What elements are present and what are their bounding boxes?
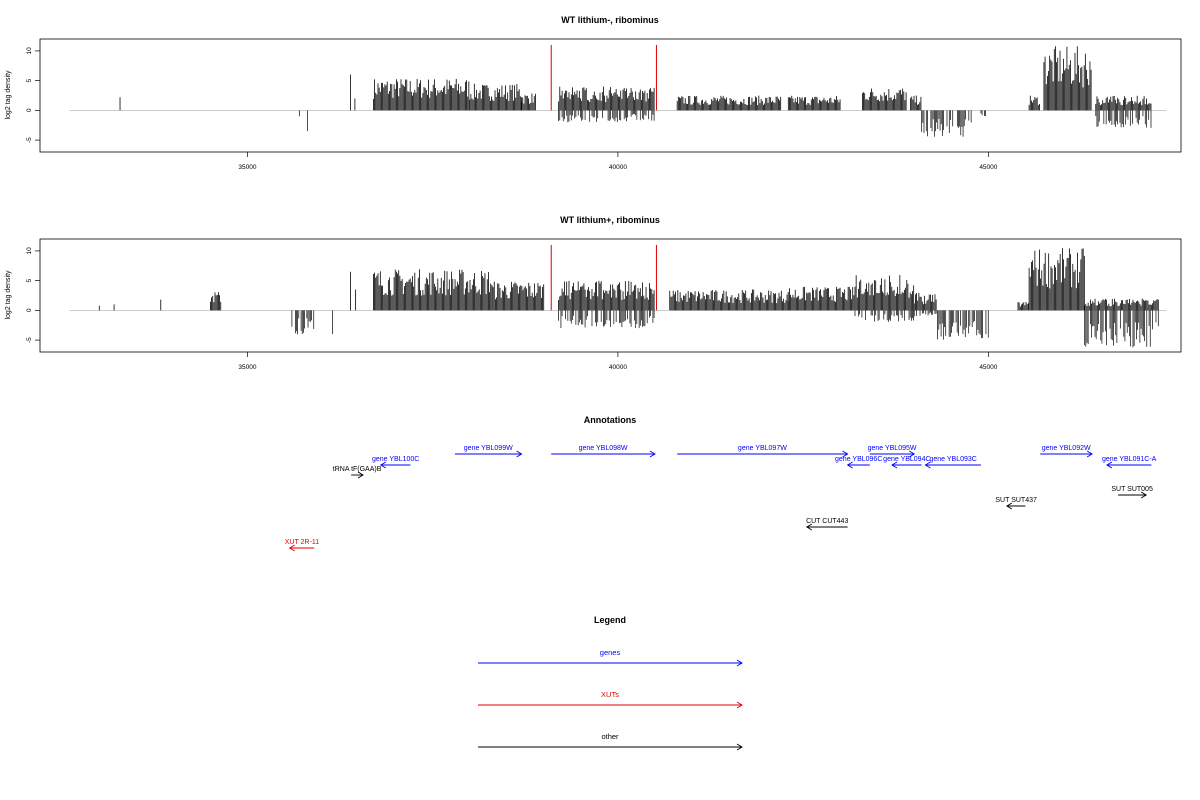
legend-label: other (601, 732, 619, 741)
strand-arrow-icon (1006, 502, 1013, 510)
x-axis: 35000 40000 45000 (238, 352, 998, 371)
y-tick-label: 10 (26, 47, 33, 55)
legend-item: genes (478, 648, 743, 667)
x-tick-label: 35000 (238, 364, 256, 371)
feature-label: XUT 2R-11 (285, 539, 319, 546)
plot-frame (39, 38, 1182, 153)
annotation-feature: gene YBL098W (551, 445, 656, 458)
feature-label: CUT CUT443 (806, 518, 848, 525)
y-tick-label: -5 (26, 337, 33, 343)
y-tick-label: 0 (26, 308, 33, 312)
signal-panel-lithium-plus: WT lithium+, ribominus log2 tag density … (5, 215, 1182, 371)
legend-arrow-icon (736, 659, 743, 667)
feature-label: gene YBL096C (835, 456, 882, 463)
feature-label: gene YBL097W (738, 445, 787, 452)
x-tick-label: 45000 (979, 164, 997, 171)
feature-label: gene YBL091C-A (1102, 456, 1157, 463)
strand-arrow-icon (842, 450, 849, 458)
strand-arrow-icon (288, 544, 295, 552)
strand-arrow-icon (846, 461, 853, 469)
strand-arrow-icon (1086, 450, 1093, 458)
y-axis-label: log2 tag density (5, 70, 12, 120)
x-axis: 35000 40000 45000 (238, 152, 998, 171)
legend: Legend genes XUTs other (478, 615, 743, 751)
legend-label: XUTs (601, 690, 619, 699)
x-tick-label: 40000 (609, 164, 627, 171)
annotation-feature: gene YBL093C (924, 456, 981, 469)
strand-arrow-icon (924, 461, 931, 469)
annotation-track: Annotations gene YBL099W gene YBL098W gene… (285, 415, 1157, 552)
x-tick-label: 45000 (979, 364, 997, 371)
legend-label: genes (600, 648, 621, 657)
signal-bars (69, 244, 1167, 348)
y-tick-label: 5 (26, 78, 33, 82)
feature-label: gene YBL094C (883, 456, 930, 463)
annotation-feature: gene YBL095W (868, 445, 917, 458)
legend-title: Legend (594, 615, 626, 625)
feature-label: gene YBL095W (868, 445, 917, 452)
strand-arrow-icon (649, 450, 656, 458)
annotation-feature: gene YBL092W (1040, 445, 1093, 458)
feature-label: tRNA tF(GAA)B (333, 466, 382, 473)
strand-arrow-icon (357, 471, 364, 479)
signal-bars (69, 44, 1167, 137)
y-tick-label: 10 (26, 247, 33, 255)
feature-label: gene YBL099W (464, 445, 513, 452)
annotation-feature: SUT SUT437 (995, 497, 1037, 510)
annotation-feature: gene YBL094C (883, 456, 931, 469)
feature-label: gene YBL093C (929, 456, 976, 463)
annotation-feature: tRNA tF(GAA)B (333, 466, 382, 479)
panel-title: WT lithium-, ribominus (561, 15, 659, 25)
annotation-feature: gene YBL091C-A (1102, 456, 1157, 469)
signal-panel-lithium-minus: WT lithium-, ribominus log2 tag density … (5, 15, 1182, 171)
y-tick-label: 5 (26, 278, 33, 282)
strand-arrow-icon (1140, 491, 1148, 499)
y-axis-label: log2 tag density (5, 270, 12, 320)
strand-arrow-icon (909, 450, 916, 458)
annotation-feature: gene YBL097W (677, 445, 849, 458)
annotation-features: gene YBL099W gene YBL098W gene YBL097W gene… (285, 445, 1157, 552)
legend-item: XUTs (478, 690, 743, 709)
strand-arrow-icon (805, 523, 813, 531)
legend-items: genes XUTs other (478, 648, 743, 751)
annotation-feature: CUT CUT443 (805, 518, 848, 531)
x-tick-label: 35000 (238, 164, 256, 171)
strand-arrow-icon (379, 461, 387, 469)
legend-arrow-icon (736, 701, 743, 709)
y-tick-label: 0 (26, 108, 33, 112)
x-tick-label: 40000 (609, 364, 627, 371)
annotation-feature: SUT SUT005 (1111, 486, 1153, 499)
feature-label: gene YBL098W (579, 445, 628, 452)
feature-label: gene YBL092W (1042, 445, 1091, 452)
annotations-title: Annotations (584, 415, 637, 425)
annotation-feature: XUT 2R-11 (285, 539, 319, 552)
strand-arrow-icon (891, 461, 898, 469)
panel-title: WT lithium+, ribominus (560, 215, 660, 225)
feature-label: SUT SUT437 (995, 497, 1037, 504)
annotation-feature: gene YBL096C (835, 456, 882, 469)
feature-label: SUT SUT005 (1111, 486, 1153, 493)
y-axis: -5 0 5 10 (26, 247, 40, 343)
legend-arrow-icon (736, 743, 743, 751)
y-axis: -5 0 5 10 (26, 47, 40, 143)
strand-arrow-icon (1106, 461, 1113, 469)
annotation-feature: gene YBL100C (372, 456, 419, 469)
legend-item: other (478, 732, 743, 751)
feature-label: gene YBL100C (372, 456, 419, 463)
plot-frame (39, 238, 1182, 353)
annotation-feature: gene YBL099W (454, 445, 523, 458)
strand-arrow-icon (516, 450, 523, 458)
y-tick-label: -5 (26, 137, 33, 143)
